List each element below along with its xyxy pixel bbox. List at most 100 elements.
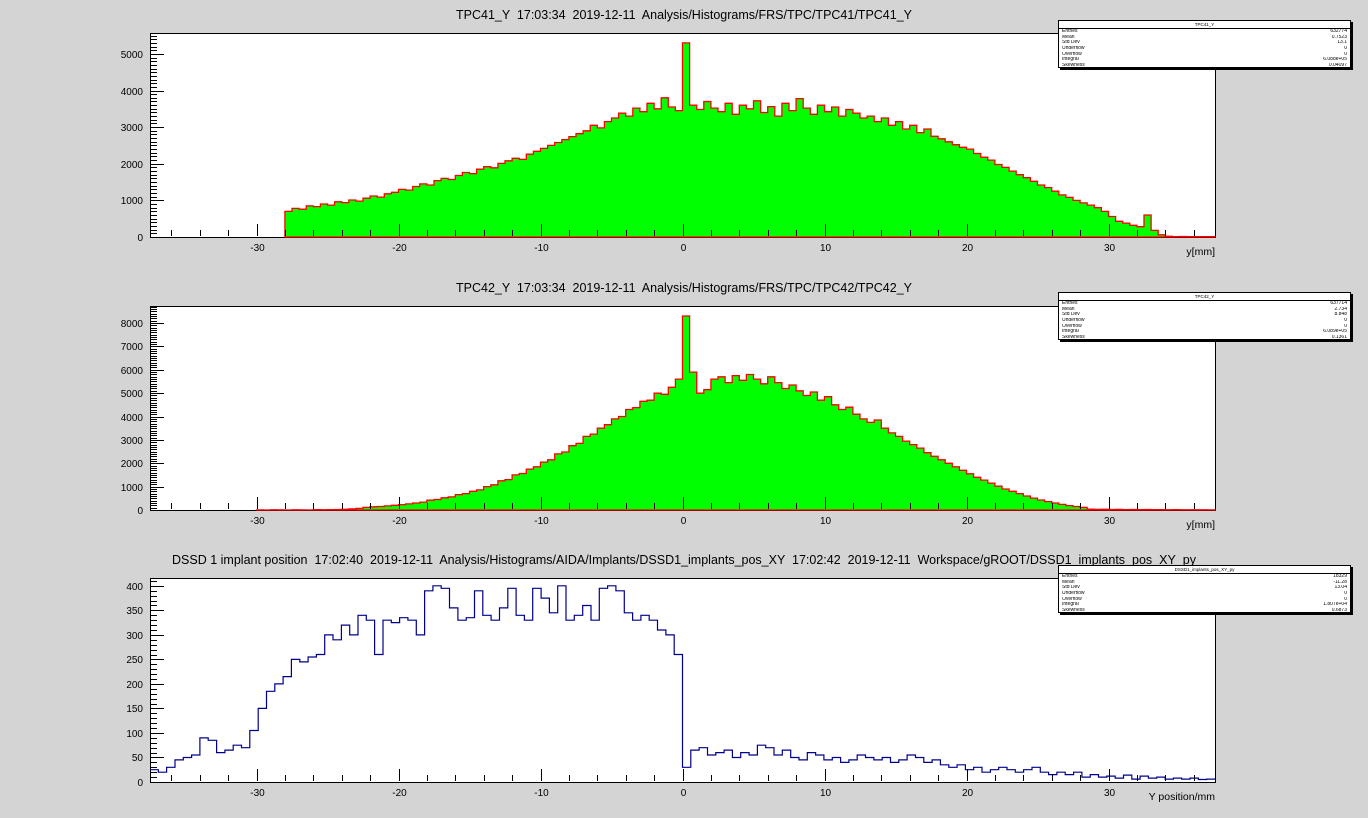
x-tick-label: 20 (962, 516, 974, 527)
stats-row-value: 0 (1344, 323, 1347, 329)
x-tick-label: -30 (250, 243, 265, 254)
stats-row-label: Entries (1062, 301, 1078, 307)
x-tick-label: 0 (681, 788, 687, 799)
y-tick-label: 3000 (121, 123, 144, 134)
histogram-title-tpc42-y: TPC42_Y 17:03:34 2019-12-11 Analysis/His… (456, 281, 912, 295)
y-tick-label: 50 (132, 753, 144, 764)
x-axis-title-tpc42-y: y[mm] (1186, 519, 1215, 531)
stats-row-label: Std Dev (1062, 585, 1080, 591)
stats-row-label: Skewness (1062, 607, 1085, 614)
stats-row-value: 637714 (1330, 301, 1347, 307)
x-axis-title-dssd1: Y position/mm (1148, 791, 1215, 803)
y-tick-label: 8000 (121, 319, 144, 330)
stats-rows: Entries 637714 Mean 2.734 Std Dev 8.848 Underf… (1059, 301, 1350, 341)
histogram-tpc42-y[interactable] (255, 315, 1216, 511)
x-tick-label: 30 (1104, 516, 1116, 527)
stats-row: Overflow 0 (1059, 52, 1350, 58)
y-tick-label: 0 (137, 233, 143, 244)
stats-row: Std Dev 8.848 (1059, 312, 1350, 318)
y-axis-ticks (151, 307, 164, 511)
stats-row-value: 6.088e+05 (1323, 57, 1347, 63)
histogram-title-tpc41-y: TPC41_Y 17:03:34 2019-12-11 Analysis/His… (456, 8, 912, 22)
stats-row-label: Integral (1062, 329, 1079, 335)
x-tick-label: -20 (392, 788, 407, 799)
y-tick-label: 0 (137, 506, 143, 517)
stats-row: Overflow 0 (1059, 597, 1350, 603)
stats-box-tpc41-y[interactable]: TPC41_Y Entries 632774 Mean 0.7523 Std Dev 13… (1058, 20, 1351, 68)
stats-row-value: 0 (1344, 590, 1347, 597)
stats-row-value: 0 (1344, 596, 1347, 602)
stats-row-label: Integral (1062, 602, 1079, 608)
stats-rows: Entries 18329 Mean -11.28 Std Dev 13.04 Underf… (1059, 574, 1350, 614)
stats-box-tpc42-y[interactable]: TPC42_Y Entries 637714 Mean 2.734 Std Dev 8.8… (1058, 292, 1351, 340)
y-tick-label: 4000 (121, 87, 144, 98)
x-axis-ticks (171, 769, 1195, 781)
stats-row-value: 8.848 (1334, 312, 1347, 318)
x-tick-label: -10 (534, 243, 549, 254)
stats-row: Mean -11.28 (1059, 580, 1350, 586)
stats-row: Mean 2.734 (1059, 307, 1350, 313)
stats-row: Std Dev 13.1 (1059, 40, 1350, 46)
x-tick-label: 0 (681, 243, 687, 254)
stats-row-label: Std Dev (1062, 312, 1080, 318)
x-tick-label: 30 (1104, 788, 1116, 799)
x-tick-label: -30 (250, 788, 265, 799)
y-axis-ticks (151, 36, 164, 238)
stats-row-label: Entries (1062, 29, 1078, 35)
stats-row: Integral 1.807e+04 (1059, 602, 1350, 608)
stats-rows: Entries 632774 Mean 0.7523 Std Dev 13.1 Underf… (1059, 29, 1350, 69)
x-tick-label: 20 (962, 788, 974, 799)
histogram-title-dssd1: DSSD 1 implant position 17:02:40 2019-12… (172, 553, 1196, 567)
histogram-dssd1-implants-y[interactable] (150, 585, 1215, 781)
stats-row-value: 0 (1344, 51, 1347, 57)
y-tick-label: 0 (137, 778, 143, 789)
stats-row: Underflow 0 (1059, 318, 1350, 324)
stats-row-value: 0.6873 (1331, 607, 1347, 614)
stats-row: Entries 637714 (1059, 301, 1350, 307)
histogram-tpc41-y[interactable] (284, 42, 1216, 238)
stats-row-value: 0.7523 (1331, 34, 1347, 40)
stats-row-value: 13.1 (1337, 40, 1347, 46)
x-tick-label: -10 (534, 788, 549, 799)
y-tick-label: 100 (126, 729, 143, 740)
x-tick-label: -30 (250, 516, 265, 527)
stats-row-value: -11.28 (1333, 579, 1347, 585)
stats-row-label: Underflow (1062, 317, 1085, 324)
stats-row: Underflow 0 (1059, 591, 1350, 597)
stats-title: TPC42_Y (1059, 293, 1350, 301)
y-tick-label: 1000 (121, 196, 144, 207)
stats-row: Std Dev 13.04 (1059, 585, 1350, 591)
x-tick-label: 20 (962, 243, 974, 254)
y-tick-label: 250 (126, 655, 143, 666)
stats-row-value: 0 (1344, 317, 1347, 324)
stats-row: Integral 6.088e+05 (1059, 57, 1350, 63)
x-tick-label: 10 (820, 243, 832, 254)
stats-row: Entries 18329 (1059, 574, 1350, 580)
y-tick-label: 400 (126, 582, 143, 593)
stats-row-value: 0.04097 (1328, 62, 1347, 69)
stats-row-label: Skewness (1062, 62, 1085, 69)
stats-row-label: Mean (1062, 306, 1075, 312)
stats-row-label: Std Dev (1062, 40, 1080, 46)
x-axis-ticks (171, 497, 1195, 509)
stats-row-label: Skewness (1062, 334, 1085, 341)
stats-box-dssd1[interactable]: DSSD1_implants_pos_XY_py Entries 18329 Mea… (1058, 565, 1351, 613)
stats-row-value: 0 (1344, 45, 1347, 52)
stats-row-value: 1.807e+04 (1323, 602, 1347, 608)
y-tick-label: 2000 (121, 160, 144, 171)
y-tick-label: 6000 (121, 366, 144, 377)
stats-row-label: Underflow (1062, 45, 1085, 52)
y-axis-ticks (151, 581, 164, 783)
y-tick-label: 5000 (121, 50, 144, 61)
stats-row-value: 2.734 (1334, 306, 1347, 312)
stats-row-label: Mean (1062, 579, 1075, 585)
stats-row: Mean 0.7523 (1059, 35, 1350, 41)
stats-row: Skewness 0.1361 (1059, 335, 1350, 341)
stats-row-label: Entries (1062, 574, 1078, 580)
x-tick-label: 10 (820, 516, 832, 527)
stats-row: Skewness 0.6873 (1059, 608, 1350, 614)
